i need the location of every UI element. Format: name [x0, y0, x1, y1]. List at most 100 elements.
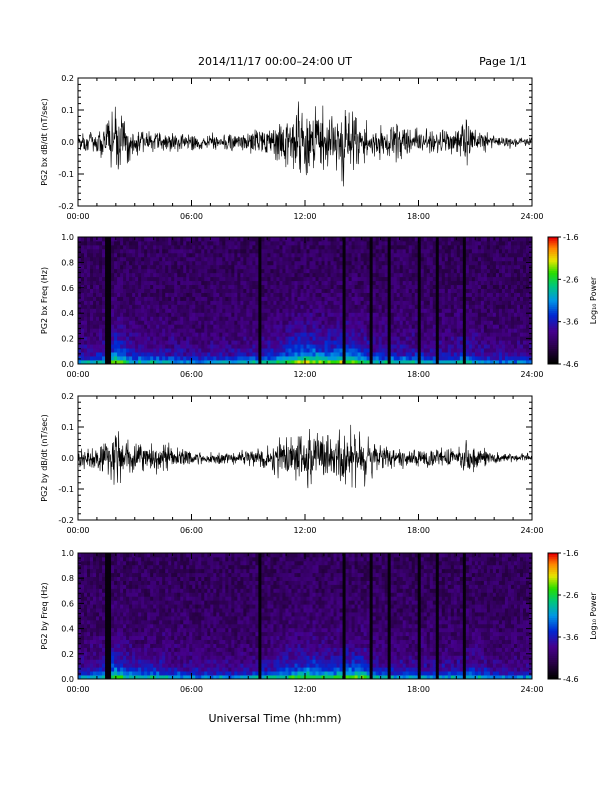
spectrogram-cell: [264, 324, 268, 329]
spectrogram-cell: [492, 268, 497, 274]
spectrogram-cell: [291, 304, 295, 309]
spectrogram-cell: [375, 248, 380, 254]
spectrogram-cell: [336, 252, 340, 258]
spectrogram-cell: [480, 312, 485, 317]
spectrogram-cell: [486, 304, 491, 309]
spectrogram-cell: [114, 268, 118, 274]
spectrogram-cell: [360, 272, 365, 278]
spectrogram-cell: [453, 284, 458, 289]
spectrogram-cell: [504, 308, 509, 313]
spectrogram-cell: [339, 316, 343, 321]
spectrogram-cell: [135, 360, 139, 365]
spectrogram-cell: [189, 344, 193, 349]
spectrogram-cell: [309, 244, 313, 250]
spectrogram-cell: [171, 296, 175, 301]
spectrogram-cell: [489, 248, 494, 254]
spectrogram-cell: [162, 296, 166, 301]
spectrogram-cell: [270, 237, 274, 242]
spectrogram-cell: [354, 300, 359, 305]
spectrogram-cell: [195, 248, 199, 254]
spectrogram-cell: [96, 352, 100, 357]
spectrogram-cell: [432, 264, 437, 270]
spectrogram-cell: [138, 252, 142, 258]
spectrogram-cell: [522, 288, 527, 293]
spectrogram-cell: [240, 272, 244, 278]
spectrogram-cell: [93, 360, 97, 365]
spectrogram-cell: [81, 256, 85, 262]
spectrogram-cell: [528, 312, 533, 317]
spectrogram-cell: [381, 332, 386, 337]
spectrogram-cell: [141, 296, 145, 301]
spectrogram-cell: [297, 292, 301, 297]
spectrogram-cell: [324, 288, 328, 293]
spectrogram-cell: [414, 296, 419, 301]
spectrogram-cell: [435, 268, 440, 274]
spectrogram-cell: [333, 288, 337, 293]
spectrogram-cell: [276, 300, 280, 305]
spectrogram-cell: [162, 292, 166, 297]
spectrogram-cell: [213, 268, 217, 274]
spectrogram-cell: [501, 272, 506, 278]
spectrogram-cell: [195, 312, 199, 317]
spectrogram-cell: [273, 360, 277, 365]
spectrogram-cell: [399, 360, 404, 365]
spectrogram-cell: [216, 320, 220, 325]
spectrogram-cell: [294, 332, 298, 337]
spectrogram-cell: [90, 296, 94, 301]
spectrogram-cell: [345, 296, 349, 301]
spectrogram-cell: [132, 316, 136, 321]
spectrogram-cell: [282, 336, 286, 341]
spectrogram-cell: [468, 340, 473, 345]
spectrogram-cell: [408, 352, 413, 357]
spectrogram-cell: [327, 300, 331, 305]
spectrogram-cell: [153, 328, 157, 333]
spectrogram-cell: [147, 284, 151, 289]
spectrogram-cell: [387, 344, 392, 349]
spectrogram-cell: [420, 320, 425, 325]
spectrogram-cell: [90, 356, 94, 361]
spectrogram-cell: [477, 288, 482, 293]
spectrogram-cell: [501, 300, 506, 305]
spectrogram-cell: [297, 304, 301, 309]
spectrogram-cell: [465, 268, 470, 274]
spectrogram-cell: [225, 308, 229, 313]
spectrogram-cell: [309, 348, 313, 353]
spectrogram-cell: [303, 272, 307, 278]
spectrogram-cell: [297, 268, 301, 274]
spectrogram-cell: [480, 244, 485, 250]
spectrogram-cell: [306, 356, 310, 361]
spectrogram-cell: [378, 260, 383, 266]
spectrogram-cell: [90, 316, 94, 321]
spectrogram-cell: [147, 356, 151, 361]
spectrogram-cell: [258, 348, 262, 353]
spectrogram-cell: [303, 276, 307, 282]
spectrogram-cell: [282, 237, 286, 242]
spectrogram-cell: [252, 272, 256, 278]
spectrogram-cell: [444, 237, 449, 242]
spectrogram-cell: [477, 320, 482, 325]
spectrogram-cell: [396, 244, 401, 250]
spectrogram-cell: [300, 268, 304, 274]
spectrogram-cell: [213, 300, 217, 305]
spectrogram-cell: [81, 320, 85, 325]
spectrogram-cell: [459, 296, 464, 301]
spectrogram-cell: [309, 260, 313, 266]
spectrogram-cell: [513, 340, 518, 345]
spectrogram-cell: [435, 324, 440, 329]
spectrogram-cell: [318, 244, 322, 250]
spectrogram-cell: [84, 252, 88, 258]
spectrogram-cell: [144, 360, 148, 365]
spectrogram-cell: [168, 308, 172, 313]
spectrogram-cell: [453, 252, 458, 258]
spectrogram-cell: [459, 340, 464, 345]
spectrogram-cell: [258, 252, 262, 258]
spectrogram-cell: [120, 248, 124, 254]
spectrogram-cell: [285, 268, 289, 274]
spectrogram-cell: [123, 300, 127, 305]
spectrogram-cell: [459, 324, 464, 329]
spectrogram-cell: [420, 300, 425, 305]
spectrogram-cell: [435, 260, 440, 266]
spectrogram-cell: [87, 264, 91, 270]
spectrogram-cell: [264, 336, 268, 341]
spectrogram-cell: [330, 260, 334, 266]
